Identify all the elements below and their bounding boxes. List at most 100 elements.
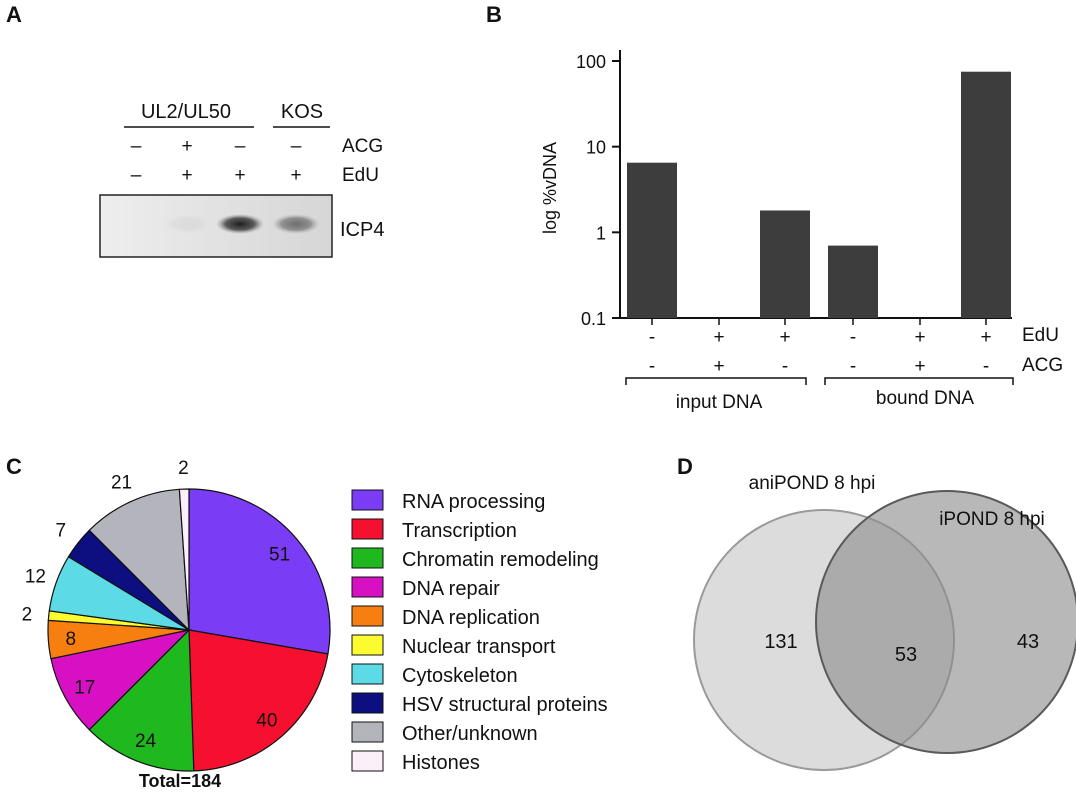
legend-label-5: DNA replication [402,607,540,629]
y-tick-label: 10 [586,138,606,158]
legend-swatch-6 [351,634,384,656]
input-dna-label: input DNA [676,392,763,413]
acg-row-label: ACG [342,136,383,157]
legend-label-10: Histones [402,752,480,774]
legend-swatch-2 [351,518,384,540]
group-ul2-ul50-label: UL2/UL50 [141,101,231,123]
condition-signs: - - + + + - - - + + + - [649,318,992,377]
panel-b-letter: B [486,2,502,27]
legend-label-2: Transcription [402,520,517,542]
pie-slice-1 [188,488,331,655]
acg-axis-label: ACG [1022,355,1063,376]
acg-sign-1: – [131,136,142,157]
bar-3 [760,210,810,318]
legend-swatch-10 [351,750,384,772]
panel-b: B log %vDNA 0.1 1 10 100 - - + + + - - - + + + - EdU A… [486,2,1063,413]
pie-value-label-3: 24 [135,731,157,752]
pie-value-label-6: 2 [22,604,33,625]
pie-slice-4 [50,629,191,731]
legend-swatch-4 [351,576,384,598]
pie-total-label: Total=184 [139,771,221,791]
venn-ipond-label: iPOND 8 hpi [939,509,1045,530]
pie-value-label-8: 7 [56,520,67,541]
legend-label-9: Other/unknown [402,723,538,745]
acg-sign: - [850,356,856,377]
pie-value-label-10: 2 [178,458,189,479]
bar-6 [961,71,1011,318]
panel-a-letter: A [6,2,22,27]
edu-sign-1: – [131,165,142,186]
bars [627,71,1011,318]
acg-sign: - [649,356,655,377]
legend-label-8: HSV structural proteins [402,694,608,716]
edu-sign: + [980,327,991,348]
y-tick-label: 0.1 [581,309,606,329]
input-dna-bracket [625,377,807,385]
group-kos-label: KOS [281,101,323,123]
pie-value-label-5: 8 [66,629,77,650]
pie-value-label-2: 40 [256,710,277,731]
edu-row-label: EdU [342,165,379,186]
panel-c-letter: C [6,454,22,479]
pie-slice-10 [178,488,190,631]
venn-anipond-label: aniPOND 8 hpi [749,473,876,494]
acg-sign-4: – [291,136,302,157]
legend-swatch-5 [351,605,384,627]
legend-swatch-9 [351,721,384,743]
legend-swatch-3 [351,547,384,569]
venn-overlap-count: 53 [895,644,917,666]
bound-dna-label: bound DNA [876,388,975,409]
edu-sign: + [713,327,724,348]
icp4-band-4 [272,214,320,234]
pie-slice-2 [188,629,329,772]
panel-d-letter: D [677,454,693,479]
legend-label-7: Cytoskeleton [402,665,518,687]
acg-sign: + [914,356,925,377]
legend-label-3: Chromatin remodeling [402,549,599,571]
edu-sign: - [850,327,856,348]
legend-swatch-8 [351,692,384,714]
pie-slice-3 [88,628,195,772]
y-tick-label: 1 [596,223,606,243]
edu-sign-2: + [181,165,192,186]
legend-swatch-1 [351,489,384,511]
y-tick-label: 100 [576,52,606,72]
icp4-label: ICP4 [340,219,384,241]
icp4-band-2 [163,214,211,234]
venn-set-ipond [815,490,1076,754]
edu-sign: + [914,327,925,348]
pie-value-label-9: 21 [111,473,132,494]
acg-sign: - [983,356,989,377]
acg-sign-2: + [181,136,192,157]
edu-sign: - [649,327,655,348]
pie-value-label-1: 51 [269,545,290,566]
pie-slice-9 [88,488,190,632]
venn-ipond-only-count: 43 [1017,631,1039,653]
edu-axis-label: EdU [1022,325,1059,346]
bar-1 [627,162,677,318]
pie-value-label-7: 12 [25,566,46,587]
western-blot-bands [163,214,320,234]
y-ticks: 0.1 1 10 100 [576,52,620,329]
edu-sign: + [779,327,790,348]
bound-dna-bracket [824,377,1014,385]
legend-label-6: Nuclear transport [402,636,556,658]
legend-label-1: RNA processing [402,491,545,513]
legend-swatch-7 [351,663,384,685]
panel-d: D aniPOND 8 hpi iPOND 8 hpi 131 53 43 [677,454,1076,771]
acg-sign: - [782,356,788,377]
pie-value-label-4: 17 [74,677,95,698]
edu-sign-4: + [290,165,301,186]
legend-label-4: DNA repair [402,578,500,600]
pie-chart [47,488,331,772]
y-axis-label: log %vDNA [540,142,560,234]
acg-sign-3: – [235,136,246,157]
acg-sign: + [713,356,724,377]
panel-a: A UL2/UL50 KOS – + – – ACG – + + + EdU [6,2,384,258]
edu-sign-3: + [234,165,245,186]
venn-anipond-only-count: 131 [764,631,797,653]
icp4-band-3 [216,214,264,234]
